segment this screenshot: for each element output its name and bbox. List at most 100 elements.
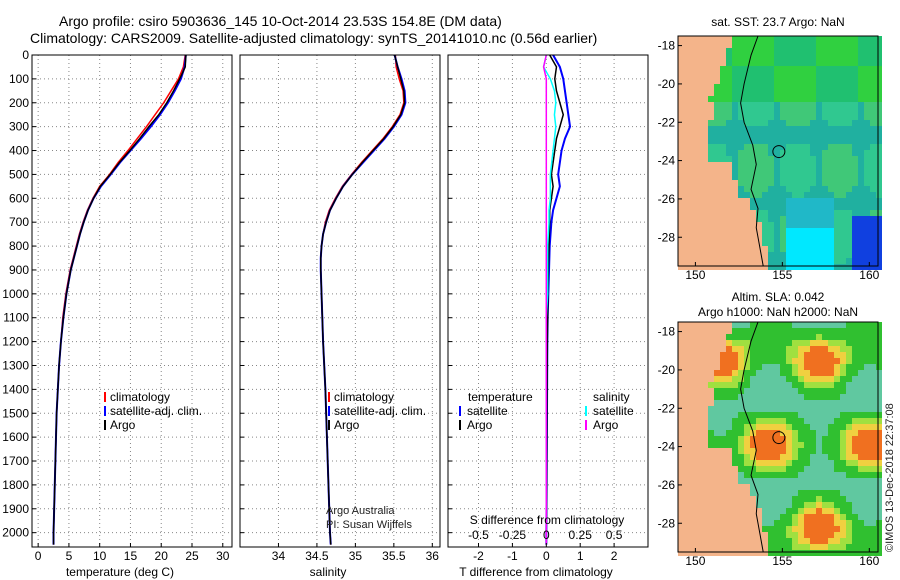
sst-map-cell <box>786 198 792 204</box>
sst-map-cell <box>846 240 852 246</box>
sst-map-cell <box>870 222 876 228</box>
sst-map-cell <box>756 90 762 96</box>
sla-map-cell <box>834 358 840 364</box>
sst-map-cell <box>702 126 708 132</box>
sla-map-cell <box>846 382 852 388</box>
sst-map-cell <box>774 84 780 90</box>
sla-map-cell <box>684 358 690 364</box>
sst-map-cell <box>870 180 876 186</box>
sla-map-cell <box>858 382 864 388</box>
sst-map-cell <box>852 234 858 240</box>
sst-map-cell <box>684 156 690 162</box>
sla-map-cell <box>822 346 828 352</box>
sla-map-cell <box>864 400 870 406</box>
sst-map-cell <box>768 192 774 198</box>
sst-map-cell <box>726 228 732 234</box>
sla-map-cell <box>870 334 876 340</box>
sla-map-cell <box>846 352 852 358</box>
sst-map-cell <box>684 144 690 150</box>
sst-map-cell <box>804 234 810 240</box>
sst-map-cell <box>726 138 732 144</box>
sst-map-cell <box>786 60 792 66</box>
sla-map-cell <box>750 352 756 358</box>
sst-map-cell <box>732 84 738 90</box>
sla-map-cell <box>816 382 822 388</box>
sst-map-cell <box>798 54 804 60</box>
sst-map-cell <box>816 228 822 234</box>
sla-map-cell <box>762 460 768 466</box>
sla-map-cell <box>744 430 750 436</box>
sst-map-cell <box>804 36 810 42</box>
sst-map-cell <box>678 120 684 126</box>
sla-map-cell <box>798 454 804 460</box>
sla-map-cell <box>816 514 822 520</box>
sst-map-cell <box>840 210 846 216</box>
sla-map-cell <box>828 376 834 382</box>
sst-map-cell <box>774 96 780 102</box>
sla-map-cell <box>780 334 786 340</box>
sla-map-cell <box>792 526 798 532</box>
sst-map-cell <box>714 204 720 210</box>
sst-map-cell <box>876 204 882 210</box>
sla-map-cell <box>756 394 762 400</box>
sla-map-cell <box>804 370 810 376</box>
sla-map-cell <box>690 424 696 430</box>
sst-map-cell <box>852 162 858 168</box>
sst-map-cell <box>864 246 870 252</box>
sla-map-cell <box>726 448 732 454</box>
sla-map-cell <box>756 460 762 466</box>
sst-map-cell <box>762 192 768 198</box>
sla-map-cell <box>864 496 870 502</box>
sst-map-cell <box>726 60 732 66</box>
sla-map-cell <box>678 454 684 460</box>
sst-map-cell <box>762 216 768 222</box>
sst-map-cell <box>786 78 792 84</box>
sla-map-cell <box>690 502 696 508</box>
sla-map-cell <box>846 520 852 526</box>
sst-map-cell <box>738 186 744 192</box>
depth-tick-label: 1000 <box>2 287 29 301</box>
sla-map-cell <box>852 364 858 370</box>
sst-map-cell <box>738 132 744 138</box>
sst-map-cell <box>798 156 804 162</box>
sla-map-cell <box>750 358 756 364</box>
sla-map-cell <box>750 364 756 370</box>
sst-map-cell <box>822 138 828 144</box>
sst-map-cell <box>792 114 798 120</box>
sst-map-cell <box>816 78 822 84</box>
sla-map-cell <box>684 502 690 508</box>
sla-map-cell <box>774 496 780 502</box>
sst-map-cell <box>768 228 774 234</box>
sla-map-cell <box>756 358 762 364</box>
sla-map-cell <box>756 508 762 514</box>
sst-map-cell <box>804 186 810 192</box>
sst-map-cell <box>834 108 840 114</box>
sst-map-cell <box>744 198 750 204</box>
sla-map-cell <box>714 472 720 478</box>
sla-map-cell <box>792 502 798 508</box>
sst-map-cell <box>678 96 684 102</box>
sla-map-cell <box>852 394 858 400</box>
sst-map-cell <box>762 48 768 54</box>
sst-map-cell <box>690 96 696 102</box>
sst-map-cell <box>858 174 864 180</box>
sst-map-cell <box>774 120 780 126</box>
sst-map-cell <box>804 180 810 186</box>
sst-map-cell <box>684 78 690 84</box>
sla-map-cell <box>810 442 816 448</box>
sla-map-cell <box>774 526 780 532</box>
sla-map-cell <box>774 442 780 448</box>
sla-map-cell <box>744 364 750 370</box>
sla-map-cell <box>846 448 852 454</box>
depth-tick-label: 1200 <box>2 335 29 349</box>
sla-map-cell <box>714 394 720 400</box>
sla-map-cell <box>678 466 684 472</box>
sla-map-cell <box>792 436 798 442</box>
sst-map-cell <box>768 36 774 42</box>
sla-map-cell <box>738 550 744 556</box>
sla-map-cell <box>798 538 804 544</box>
sst-map-cell <box>714 60 720 66</box>
difference-profile-xtick-label: 1 <box>577 549 584 563</box>
sst-map-cell <box>762 186 768 192</box>
sst-map-cell <box>810 72 816 78</box>
